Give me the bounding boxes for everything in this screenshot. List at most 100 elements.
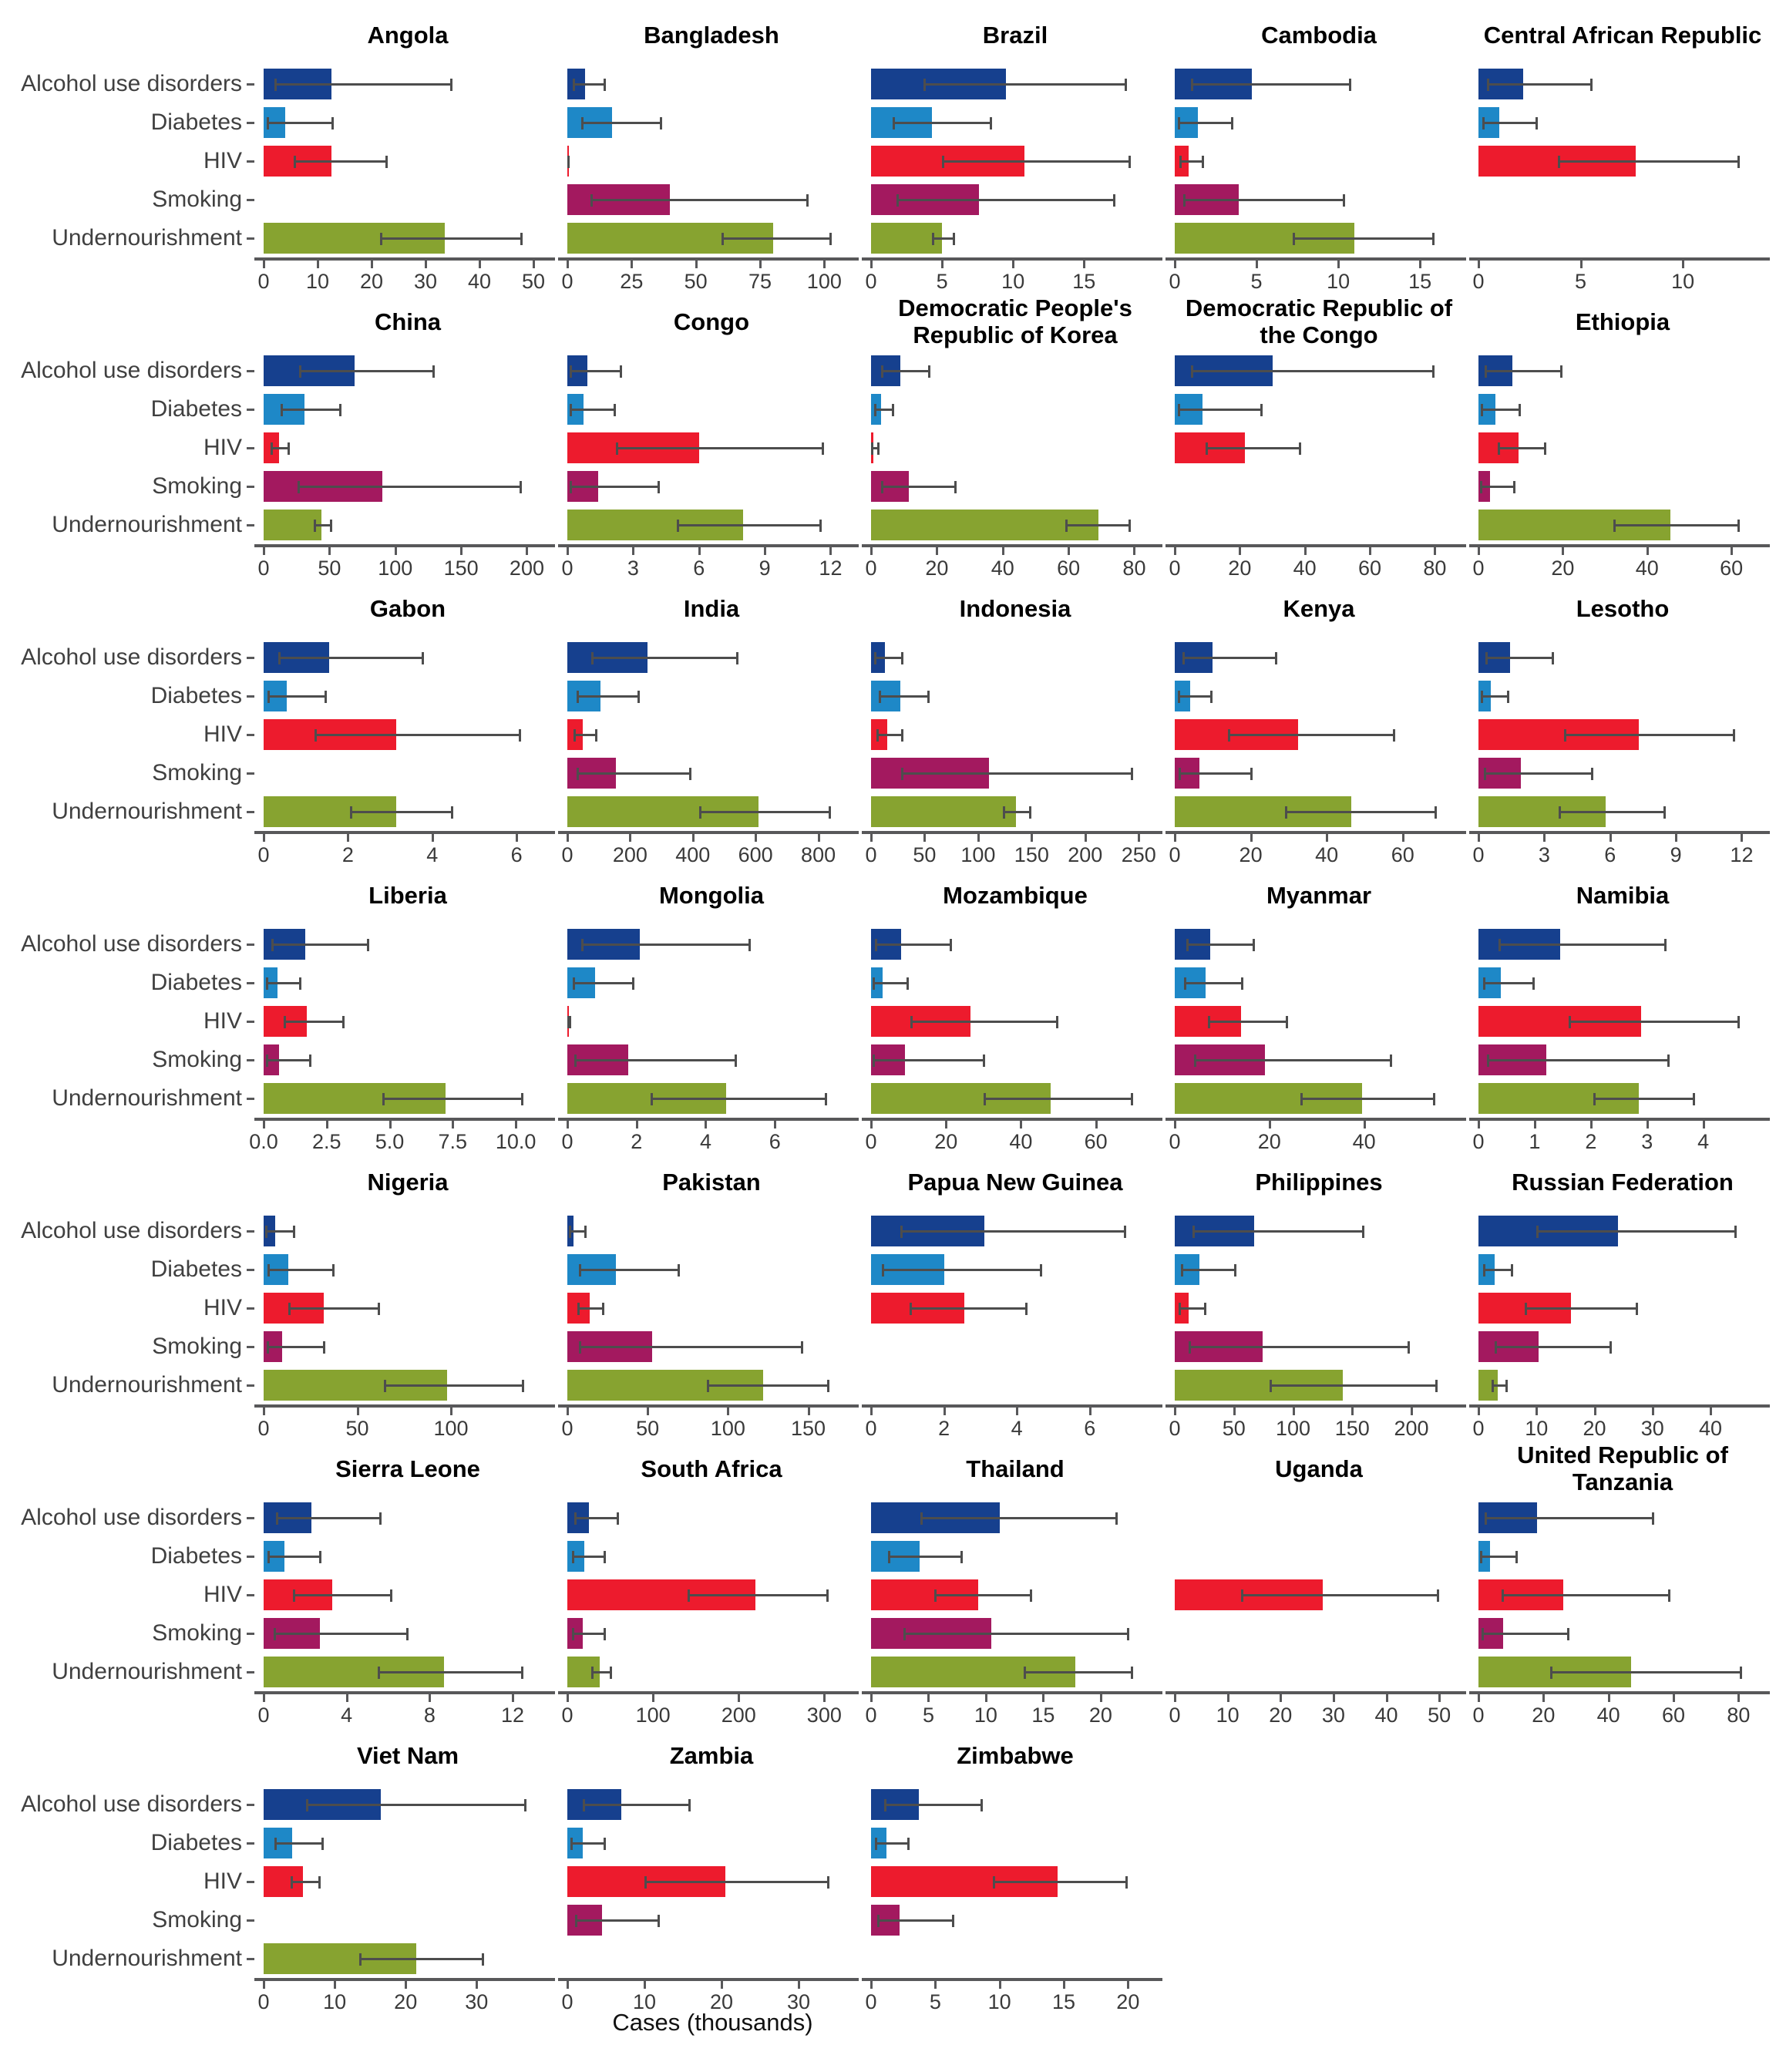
errorbar-hiv (876, 729, 903, 742)
x-tick (652, 1694, 655, 1702)
errorbar-smoking (1189, 1341, 1411, 1354)
panel-zambia: Zambia 0 10 20 30 (558, 1727, 863, 2013)
errorbar-alcohol-use-disorders (572, 79, 607, 91)
panel-title: Mongolia (658, 881, 765, 909)
errorbar-alcohol-use-disorders (1498, 939, 1667, 951)
x-tick-label: 150 (790, 1417, 826, 1440)
category-label-undernourishment: Undernourishment (52, 1946, 242, 1971)
x-axis: 0 50 100 150 (558, 1404, 859, 1440)
panel-title: Namibia (1576, 881, 1670, 909)
y-tick (247, 485, 254, 488)
x-tick-label: 250 (1121, 843, 1156, 866)
errorbar-undernourishment (1549, 1667, 1742, 1679)
x-axis: 0 20 40 60 80 (862, 544, 1162, 580)
x-tick-label: 6 (693, 557, 705, 580)
plot-area (871, 65, 1141, 257)
x-tick (943, 1408, 946, 1415)
x-tick-label: 9 (758, 557, 771, 580)
x-tick (567, 834, 569, 842)
x-tick (450, 1408, 453, 1415)
x-tick (1250, 834, 1253, 842)
x-tick (798, 1981, 800, 1989)
errorbar-hiv (644, 1876, 829, 1889)
errorbar-alcohol-use-disorders (1485, 652, 1555, 664)
panel-gabon: Gabon 0 2 4 6 (254, 580, 560, 866)
errorbar-alcohol-use-disorders (1485, 1512, 1654, 1525)
x-tick (870, 547, 873, 555)
panel-title: Kenya (1283, 594, 1355, 622)
x-axis-line (254, 1404, 555, 1408)
errorbar-alcohol-use-disorders (1485, 365, 1563, 378)
x-tick (1174, 547, 1176, 555)
x-tick (1533, 1121, 1536, 1128)
category-label-smoking: Smoking (152, 1047, 242, 1072)
x-tick (1099, 1694, 1102, 1702)
errorbar-alcohol-use-disorders (1191, 365, 1435, 378)
y-tick (247, 1670, 254, 1673)
x-axis: 0 10 20 30 40 (1469, 1404, 1770, 1440)
x-tick (998, 1981, 1001, 1989)
x-tick (1411, 1408, 1414, 1415)
x-tick (512, 1694, 515, 1702)
panel-title: Lesotho (1576, 594, 1670, 622)
x-tick-label: 100 (378, 557, 413, 580)
errorbar-undernourishment (1269, 1380, 1438, 1392)
x-tick (1646, 547, 1649, 555)
x-tick-label: 20 (1583, 1417, 1606, 1440)
x-tick-label: 50 (318, 557, 341, 580)
x-axis: 0 5 10 (1469, 257, 1770, 293)
errorbar-alcohol-use-disorders (569, 365, 623, 378)
panel-philippines: Philippines 0 50 100 150 200 (1166, 1153, 1471, 1440)
panel-indonesia: Indonesia 0 50 100 150 200 250 (862, 580, 1167, 866)
x-tick-label: 10 (632, 1990, 657, 2013)
errorbar-hiv (567, 156, 570, 168)
errorbar-hiv (284, 1016, 345, 1028)
x-tick-label: 100 (960, 843, 996, 866)
x-axis: 0 100 200 300 (558, 1691, 859, 1727)
y-tick (247, 1842, 254, 1845)
x-tick-label: 25 (620, 270, 644, 293)
plot-area (1478, 352, 1748, 544)
errorbar-alcohol-use-disorders (1192, 1226, 1364, 1238)
x-tick (1579, 261, 1583, 268)
x-tick (1651, 1408, 1654, 1415)
category-label-alcohol-use-disorders: Alcohol use disorders (21, 931, 242, 957)
errorbar-diabetes (266, 977, 302, 990)
x-tick (1332, 1694, 1335, 1702)
x-tick (870, 1408, 873, 1415)
panel-title: Thailand (966, 1455, 1065, 1482)
x-tick (388, 1121, 392, 1128)
x-tick-label: 12 (501, 1704, 525, 1727)
category-label-hiv: HIV (203, 1295, 242, 1320)
category-label-alcohol-use-disorders: Alcohol use disorders (21, 644, 242, 670)
x-axis: 0 20 40 60 (862, 1118, 1162, 1153)
x-tick-label: 150 (1334, 1417, 1370, 1440)
x-axis-line (862, 1118, 1162, 1121)
x-tick-label: 20 (1239, 843, 1263, 866)
x-axis-line (862, 544, 1162, 547)
category-label-undernourishment: Undernourishment (52, 225, 242, 251)
x-tick-label: 60 (1084, 1130, 1108, 1153)
x-axis: 0 20 40 60 80 (1469, 1691, 1770, 1727)
x-tick (567, 1981, 569, 1989)
x-tick (870, 834, 873, 842)
errorbar-alcohol-use-disorders (265, 1226, 296, 1238)
x-tick-label: 80 (1122, 557, 1146, 580)
x-tick-label: 4 (1697, 1130, 1710, 1153)
x-tick (1478, 1121, 1480, 1128)
x-axis: 0 10 20 30 (254, 1978, 555, 2013)
errorbar-hiv (687, 1589, 829, 1602)
y-tick (247, 1880, 254, 1883)
x-tick-label: 10 (1671, 270, 1695, 293)
x-tick-label: 2 (1585, 1130, 1597, 1153)
errorbar-alcohol-use-disorders (900, 1226, 1127, 1238)
y-tick (247, 1803, 254, 1806)
x-tick (1741, 834, 1744, 842)
x-axis: 0 50 100 150 200 (1166, 1404, 1466, 1440)
errorbar-smoking (569, 481, 660, 493)
errorbar-diabetes (281, 404, 341, 416)
x-tick (1138, 834, 1141, 842)
panel-title: South Africa (641, 1455, 782, 1482)
x-tick (984, 1694, 987, 1702)
x-tick-label: 0 (561, 270, 574, 293)
